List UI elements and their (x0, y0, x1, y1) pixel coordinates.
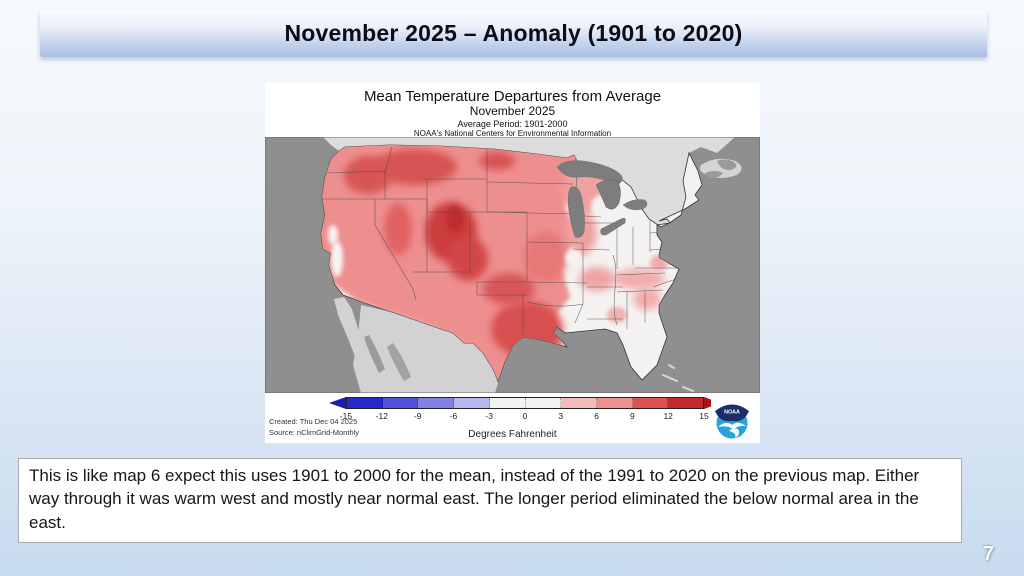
lake-huron (595, 179, 621, 210)
great-lakes (556, 160, 648, 238)
lake-ontario (622, 199, 648, 211)
colorbar-ticks: -15 -12 -9 -6 -3 0 3 6 9 12 15 (340, 411, 709, 423)
colorbar-tick-label: 12 (663, 411, 673, 421)
map-title: Mean Temperature Departures from Average (363, 88, 662, 105)
colorbar-segments (346, 397, 704, 409)
map-created-line: Created: Thu Dec 04 2025 (269, 417, 358, 426)
noaa-logo-icon: NOAA (711, 397, 753, 441)
slide-title: November 2025 – Anomaly (1901 to 2020) (284, 20, 743, 46)
page-number: 7 (982, 543, 994, 565)
colorbar-segment (454, 398, 490, 408)
colorbar-segment (347, 398, 383, 408)
caribbean-islands (662, 364, 694, 392)
colorbar-tick-label: -9 (413, 411, 422, 421)
canada-landmass (323, 137, 742, 227)
colorbar-tick-label: 6 (594, 411, 599, 421)
colorbar-segment (668, 398, 704, 408)
colorbar-tick-label: -12 (375, 411, 388, 421)
anomaly-shading (321, 145, 668, 381)
state-borders (322, 146, 680, 335)
colorbar-units-label: Degrees Fahrenheit (468, 429, 557, 440)
colorbar-tick-label: 3 (558, 411, 564, 421)
colorbar-tick-label: 0 (522, 411, 528, 421)
lake-superior (556, 160, 623, 186)
colorbar: -15 -12 -9 -6 -3 0 3 6 9 12 15 (329, 397, 721, 423)
colorbar-segment (632, 398, 669, 408)
map-subtitle: November 2025 (469, 104, 556, 119)
map-credits: Created: Thu Dec 04 2025 Source: nClimGr… (269, 416, 359, 439)
colorbar-tick-label: 15 (699, 411, 709, 421)
caption-box: This is like map 6 expect this uses 1901… (18, 458, 962, 544)
colorbar-left-arrow (329, 397, 346, 409)
colorbar-segment (382, 398, 419, 408)
colorbar-tick-label: -6 (449, 411, 458, 421)
colorbar-segment (596, 398, 633, 408)
colorbar-tick-label: -15 (339, 411, 353, 421)
us-anomaly-map (265, 137, 760, 393)
colorbar-tick-label: -3 (485, 411, 493, 421)
map-source-line: Source: nClimGrid-Monthly (269, 428, 360, 438)
colorbar-segment (561, 398, 597, 408)
colorbar-tick-label: 9 (630, 411, 635, 421)
lake-michigan (567, 186, 585, 238)
colorbar-segment (489, 398, 526, 408)
noaa-map-figure: Mean Temperature Departures from Average… (265, 83, 760, 443)
map-average-period: Average Period: 1901-2000 (457, 119, 568, 130)
colorbar-segment (525, 398, 562, 408)
lake-erie (600, 217, 626, 236)
mexico-landmass (334, 297, 498, 393)
noaa-logo-text: NOAA (724, 410, 740, 416)
caption-text: This is like map 6 expect this uses 1901… (29, 466, 920, 532)
baja-peninsula (334, 297, 366, 367)
colorbar-segment (418, 398, 455, 408)
slide-title-banner: November 2025 – Anomaly (1901 to 2020) (40, 10, 987, 57)
map-organization: NOAA's National Centers for Environmenta… (413, 129, 612, 139)
map-header: Mean Temperature Departures from Average… (265, 83, 760, 139)
